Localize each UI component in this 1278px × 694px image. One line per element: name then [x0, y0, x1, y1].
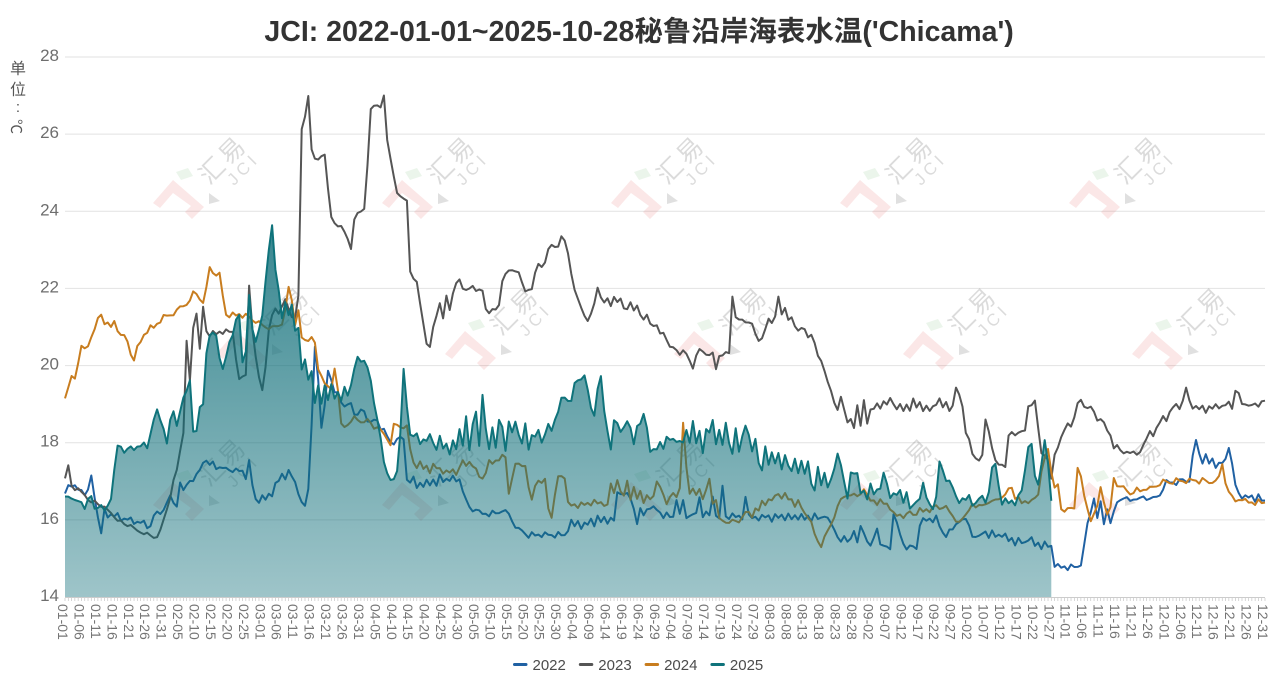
svg-text:('Chicama'): ('Chicama'): [862, 16, 1013, 48]
svg-text:07-19: 07-19: [713, 604, 729, 640]
svg-text:05-10: 05-10: [482, 604, 498, 640]
svg-text:12-31: 12-31: [1255, 604, 1271, 640]
svg-text:01-31: 01-31: [154, 604, 170, 640]
svg-text:28: 28: [40, 46, 59, 65]
svg-text:05-05: 05-05: [466, 604, 482, 640]
svg-text:10-17: 10-17: [1008, 604, 1024, 640]
svg-text:09-02: 09-02: [861, 604, 877, 640]
svg-text:08-23: 08-23: [828, 604, 844, 640]
svg-text:03-16: 03-16: [302, 604, 318, 640]
svg-text:2024: 2024: [664, 657, 697, 674]
svg-text:01-01: 01-01: [55, 604, 71, 640]
svg-text:08-03: 08-03: [762, 604, 778, 640]
svg-text:02-25: 02-25: [236, 604, 252, 640]
svg-text:26: 26: [40, 123, 59, 142]
svg-text:11-26: 11-26: [1140, 604, 1156, 639]
svg-text:09-12: 09-12: [893, 604, 909, 640]
svg-text:10-27: 10-27: [1041, 604, 1057, 640]
svg-text:06-09: 06-09: [581, 604, 597, 640]
svg-text:08-18: 08-18: [811, 604, 827, 640]
svg-text:2022: 2022: [533, 657, 566, 674]
svg-text:12-01: 12-01: [1156, 604, 1172, 640]
svg-text:03-26: 03-26: [335, 604, 351, 640]
svg-text:06-29: 06-29: [647, 604, 663, 640]
svg-text::: :: [16, 99, 20, 116]
svg-text:03-21: 03-21: [318, 604, 334, 640]
svg-text:14: 14: [40, 586, 59, 605]
svg-text:04-30: 04-30: [450, 604, 466, 640]
svg-text:06-14: 06-14: [598, 604, 614, 640]
svg-text:11-11: 11-11: [1091, 604, 1107, 638]
svg-text:06-04: 06-04: [565, 604, 581, 640]
svg-text:2023: 2023: [598, 657, 631, 674]
svg-text:03-01: 03-01: [252, 604, 268, 640]
svg-text:07-04: 07-04: [663, 604, 679, 640]
svg-text:05-30: 05-30: [548, 604, 564, 640]
svg-text:07-09: 07-09: [680, 604, 696, 640]
svg-text:04-15: 04-15: [400, 604, 416, 640]
svg-text:11-21: 11-21: [1124, 604, 1140, 639]
svg-text:06-24: 06-24: [630, 604, 646, 640]
svg-text:04-20: 04-20: [417, 604, 433, 640]
svg-text:02-10: 02-10: [187, 604, 203, 640]
svg-text:10-02: 10-02: [959, 604, 975, 640]
svg-text:10-07: 10-07: [976, 604, 992, 640]
svg-text:11-01: 11-01: [1058, 604, 1074, 639]
svg-text:2025: 2025: [730, 657, 763, 674]
svg-text:12-26: 12-26: [1239, 604, 1255, 640]
svg-text:03-11: 03-11: [285, 604, 301, 639]
svg-text:08-28: 08-28: [844, 604, 860, 640]
svg-text:11-06: 11-06: [1074, 604, 1090, 639]
svg-text:22: 22: [40, 277, 59, 296]
svg-text:08-08: 08-08: [778, 604, 794, 640]
svg-text:02-15: 02-15: [203, 604, 219, 640]
svg-text:01-21: 01-21: [121, 604, 137, 640]
svg-text:03-06: 03-06: [269, 604, 285, 640]
svg-text:12-06: 12-06: [1173, 604, 1189, 640]
svg-text:02-20: 02-20: [219, 604, 235, 640]
svg-text:12-11: 12-11: [1189, 604, 1205, 639]
svg-text:09-17: 09-17: [910, 604, 926, 640]
svg-text:01-16: 01-16: [104, 604, 120, 640]
svg-text:05-25: 05-25: [532, 604, 548, 640]
svg-text:05-20: 05-20: [515, 604, 531, 640]
svg-text:01-11: 01-11: [88, 604, 104, 639]
svg-text:01-26: 01-26: [137, 604, 153, 640]
svg-text:05-15: 05-15: [499, 604, 515, 640]
svg-text:JCI: 2022-01-01~2025-10-28: JCI: 2022-01-01~2025-10-28: [264, 16, 634, 48]
svg-text:12-16: 12-16: [1206, 604, 1222, 640]
svg-text:09-27: 09-27: [943, 604, 959, 640]
svg-text:04-10: 04-10: [384, 604, 400, 640]
svg-text:16: 16: [40, 509, 59, 528]
svg-text:04-25: 04-25: [433, 604, 449, 640]
svg-text:07-29: 07-29: [745, 604, 761, 640]
svg-text:09-07: 09-07: [877, 604, 893, 640]
svg-text:06-19: 06-19: [614, 604, 630, 640]
svg-text:10-22: 10-22: [1025, 604, 1041, 640]
svg-text:07-24: 07-24: [729, 604, 745, 640]
svg-text:08-13: 08-13: [795, 604, 811, 640]
svg-text:12-21: 12-21: [1222, 604, 1238, 640]
svg-text:20: 20: [40, 355, 59, 374]
svg-text:04-05: 04-05: [367, 604, 383, 640]
svg-text:02-05: 02-05: [170, 604, 186, 640]
svg-text:09-22: 09-22: [926, 604, 942, 640]
svg-text:07-14: 07-14: [696, 604, 712, 640]
svg-text:10-12: 10-12: [992, 604, 1008, 640]
svg-text:18: 18: [40, 432, 59, 451]
svg-text:03-31: 03-31: [351, 604, 367, 640]
svg-text:24: 24: [40, 200, 59, 219]
svg-text:01-06: 01-06: [71, 604, 87, 640]
svg-text:11-16: 11-16: [1107, 604, 1123, 639]
